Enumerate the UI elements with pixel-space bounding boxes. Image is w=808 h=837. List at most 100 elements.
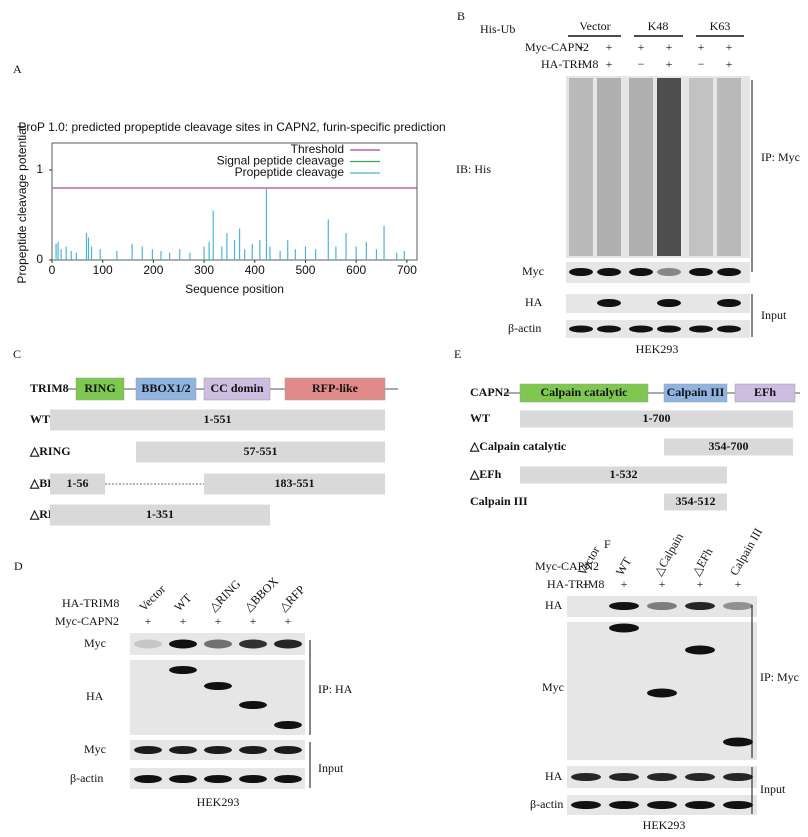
bar bbox=[238, 228, 241, 260]
legend-label: Propeptide cleavage bbox=[235, 165, 345, 179]
protein-name: CAPN2 bbox=[470, 385, 509, 399]
bar bbox=[57, 242, 59, 260]
bracket-label: Input bbox=[761, 308, 787, 322]
row-mark: − bbox=[638, 57, 645, 71]
domain-label: Calpain III bbox=[667, 385, 725, 399]
row-mark: + bbox=[578, 40, 585, 54]
band bbox=[609, 602, 639, 610]
domain-label: RFP-like bbox=[312, 381, 359, 395]
domain-label: EFh bbox=[754, 385, 776, 399]
blot-label: HA bbox=[545, 769, 563, 783]
blot-label: β-actin bbox=[508, 321, 541, 335]
band bbox=[629, 268, 653, 276]
row-mark: + bbox=[735, 577, 742, 591]
bar bbox=[269, 246, 271, 260]
blot-label: β-actin bbox=[530, 797, 563, 811]
bar bbox=[141, 246, 143, 260]
bar bbox=[75, 252, 77, 260]
bar bbox=[287, 240, 289, 260]
bar bbox=[65, 246, 67, 260]
domain-label: RING bbox=[84, 381, 115, 395]
band bbox=[239, 701, 267, 709]
band bbox=[169, 746, 197, 754]
row-mark: + bbox=[180, 614, 187, 628]
row-label: HA-TRIM8 bbox=[541, 57, 598, 71]
smear bbox=[657, 78, 681, 256]
construct-range: 183-551 bbox=[275, 476, 315, 490]
construct-name: △RING bbox=[29, 444, 71, 458]
panel-label: C bbox=[13, 347, 21, 361]
legend-label: Threshold bbox=[291, 142, 344, 156]
band bbox=[204, 639, 232, 649]
group-label: K63 bbox=[710, 19, 731, 33]
band bbox=[274, 639, 302, 649]
bar bbox=[345, 233, 347, 260]
band bbox=[717, 325, 741, 333]
band bbox=[569, 268, 593, 276]
bar bbox=[99, 249, 101, 260]
cell-line: HEK293 bbox=[643, 818, 686, 832]
band bbox=[723, 602, 753, 610]
band bbox=[571, 801, 601, 809]
band bbox=[647, 602, 677, 610]
band bbox=[597, 325, 621, 333]
band bbox=[717, 299, 741, 307]
band bbox=[647, 773, 677, 781]
bar bbox=[151, 249, 153, 260]
row-mark: + bbox=[666, 57, 673, 71]
bracket-label: IP: HA bbox=[318, 682, 353, 696]
protein-name: TRIM8 bbox=[30, 381, 69, 395]
blot-label: HA bbox=[545, 598, 563, 612]
blot-label: β-actin bbox=[70, 771, 103, 785]
band bbox=[689, 325, 713, 333]
blot-label: HA bbox=[525, 295, 543, 309]
band bbox=[723, 773, 753, 781]
cell-line: HEK293 bbox=[197, 795, 240, 809]
construct-name: WT bbox=[30, 412, 50, 426]
construct-name: Calpain III bbox=[470, 494, 528, 508]
blot-label: IB: His bbox=[456, 162, 491, 176]
smear bbox=[717, 78, 741, 256]
row-mark: + bbox=[583, 577, 590, 591]
construct-bar bbox=[520, 466, 727, 484]
bar bbox=[315, 249, 317, 260]
group-label: Vector bbox=[579, 19, 610, 33]
row-mark: + bbox=[145, 614, 152, 628]
bar bbox=[55, 243, 57, 260]
construct-range: 354-512 bbox=[676, 494, 716, 508]
bar bbox=[131, 243, 133, 260]
bar bbox=[304, 246, 307, 260]
construct-name: △Calpain catalytic bbox=[469, 439, 567, 453]
panel-label: F bbox=[604, 537, 611, 551]
band bbox=[134, 746, 162, 754]
bar bbox=[403, 251, 405, 260]
band bbox=[685, 602, 715, 610]
band bbox=[717, 268, 741, 276]
y-tick-label: 0 bbox=[36, 252, 43, 266]
bar bbox=[244, 249, 246, 260]
smear bbox=[689, 78, 713, 256]
bar bbox=[383, 225, 385, 260]
row-mark: + bbox=[698, 40, 705, 54]
bar bbox=[116, 251, 118, 260]
domain-label: CC domin bbox=[210, 381, 263, 395]
band bbox=[647, 801, 677, 809]
band bbox=[204, 746, 232, 754]
blot-label: Myc bbox=[84, 742, 106, 756]
bar bbox=[251, 243, 253, 260]
bracket-label: IP: Myc bbox=[761, 150, 800, 164]
bar bbox=[60, 249, 62, 260]
bar bbox=[294, 249, 296, 260]
band bbox=[239, 639, 267, 649]
band bbox=[629, 325, 653, 333]
domain bbox=[203, 377, 271, 401]
header-name: HA-TRIM8 bbox=[62, 596, 119, 610]
band bbox=[657, 268, 681, 276]
construct-range: 1-351 bbox=[146, 507, 174, 521]
row-mark: + bbox=[606, 40, 613, 54]
band bbox=[134, 639, 162, 649]
blot bbox=[130, 660, 305, 735]
band bbox=[689, 268, 713, 276]
x-tick-label: 0 bbox=[49, 263, 56, 277]
row-mark: + bbox=[697, 577, 704, 591]
